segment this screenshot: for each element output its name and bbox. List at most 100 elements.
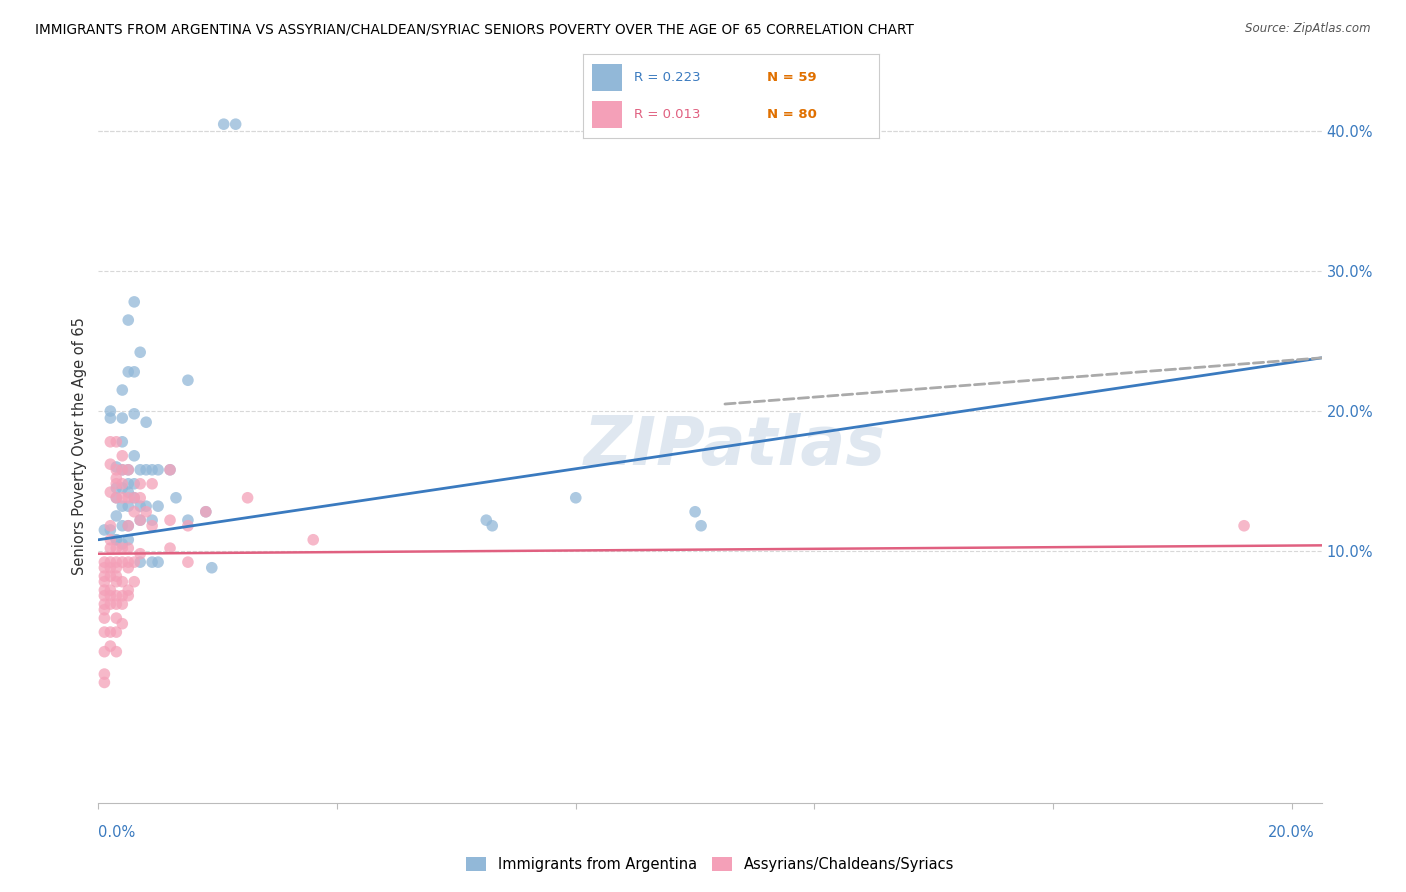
Point <box>117 518 139 533</box>
Point <box>105 460 128 475</box>
Point <box>111 597 134 611</box>
Point <box>98 560 121 574</box>
Point <box>159 513 181 527</box>
Point <box>194 505 217 519</box>
Point <box>93 603 115 617</box>
Legend: Immigrants from Argentina, Assyrians/Chaldeans/Syriacs: Immigrants from Argentina, Assyrians/Cha… <box>460 851 960 878</box>
Point <box>105 589 128 603</box>
Point <box>111 434 134 449</box>
Point <box>105 574 128 589</box>
Point <box>111 411 134 425</box>
Point <box>93 597 115 611</box>
Point <box>93 569 115 583</box>
Point <box>111 616 134 631</box>
Point <box>141 476 163 491</box>
Point <box>111 383 134 397</box>
Point <box>117 555 139 569</box>
Point <box>129 547 152 561</box>
Point <box>117 463 139 477</box>
Point <box>122 505 145 519</box>
Point <box>111 518 134 533</box>
Point <box>98 485 121 500</box>
Point <box>212 117 235 131</box>
Text: Source: ZipAtlas.com: Source: ZipAtlas.com <box>1246 22 1371 36</box>
Text: ZIPatlas: ZIPatlas <box>583 413 886 479</box>
Point <box>111 499 134 513</box>
Point <box>105 491 128 505</box>
Point <box>141 513 163 527</box>
Point <box>105 569 128 583</box>
Point <box>302 533 325 547</box>
Bar <box>592 101 621 128</box>
Point <box>111 463 134 477</box>
Point <box>117 365 139 379</box>
Point <box>135 463 157 477</box>
Point <box>117 491 139 505</box>
Point <box>481 518 503 533</box>
Point <box>93 645 115 659</box>
Point <box>146 555 169 569</box>
Point <box>93 667 115 681</box>
Text: IMMIGRANTS FROM ARGENTINA VS ASSYRIAN/CHALDEAN/SYRIAC SENIORS POVERTY OVER THE A: IMMIGRANTS FROM ARGENTINA VS ASSYRIAN/CH… <box>35 22 914 37</box>
Point <box>122 555 145 569</box>
Point <box>117 583 139 598</box>
Point <box>117 533 139 547</box>
Point <box>98 583 121 598</box>
Point <box>93 523 115 537</box>
Point <box>159 463 181 477</box>
Point <box>111 589 134 603</box>
Point <box>117 485 139 500</box>
Point <box>93 589 115 603</box>
Point <box>105 471 128 485</box>
Point <box>683 505 706 519</box>
Point <box>111 574 134 589</box>
Point <box>129 476 152 491</box>
Point <box>177 518 200 533</box>
Point <box>129 345 152 359</box>
Point <box>141 555 163 569</box>
Point <box>98 589 121 603</box>
Y-axis label: Seniors Poverty Over the Age of 65: Seniors Poverty Over the Age of 65 <box>72 317 87 575</box>
Point <box>129 513 152 527</box>
Point <box>111 463 134 477</box>
Point <box>159 541 181 556</box>
Text: 0.0%: 0.0% <box>98 825 135 840</box>
Point <box>135 415 157 429</box>
Text: R = 0.223: R = 0.223 <box>634 70 700 84</box>
Point <box>105 481 128 495</box>
Point <box>194 505 217 519</box>
Point <box>201 560 224 574</box>
Point <box>105 476 128 491</box>
Point <box>122 365 145 379</box>
Point <box>98 533 121 547</box>
Point <box>105 533 128 547</box>
Point <box>105 463 128 477</box>
Point <box>122 476 145 491</box>
Point <box>129 555 152 569</box>
Point <box>93 611 115 625</box>
Point <box>98 625 121 640</box>
Point <box>93 675 115 690</box>
Point <box>111 449 134 463</box>
Point <box>105 645 128 659</box>
Point <box>117 499 139 513</box>
Point <box>98 434 121 449</box>
Point <box>129 499 152 513</box>
Point <box>105 560 128 574</box>
Text: 20.0%: 20.0% <box>1268 825 1315 840</box>
Point <box>117 560 139 574</box>
Point <box>98 411 121 425</box>
Text: R = 0.013: R = 0.013 <box>634 108 700 121</box>
Point <box>98 555 121 569</box>
Point <box>105 555 128 569</box>
Point <box>146 499 169 513</box>
Point <box>117 463 139 477</box>
Point <box>111 555 134 569</box>
Point <box>117 518 139 533</box>
Point <box>98 639 121 653</box>
Point <box>98 541 121 556</box>
Point <box>122 491 145 505</box>
Point <box>236 491 259 505</box>
Point <box>122 574 145 589</box>
Point <box>105 541 128 556</box>
